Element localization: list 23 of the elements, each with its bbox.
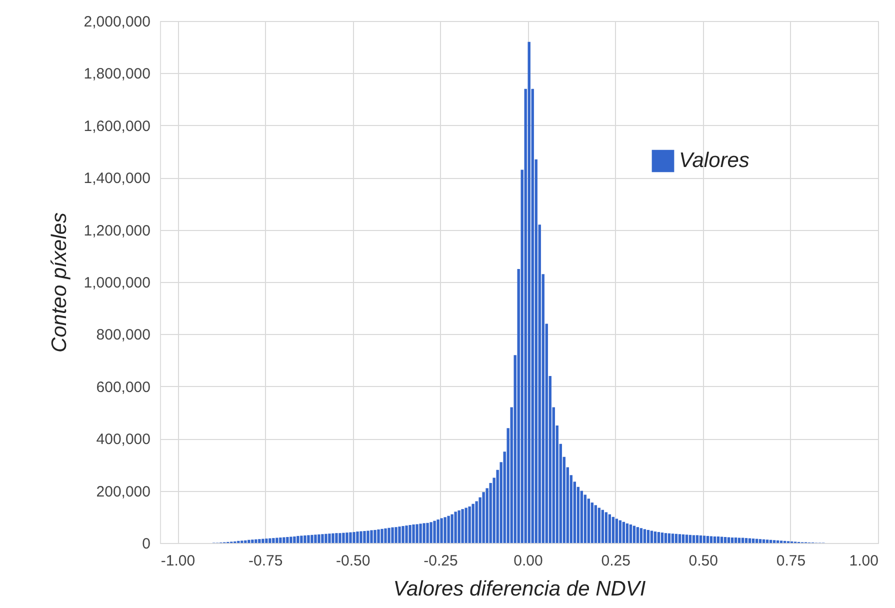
y-tick-label: 1,800,000 [84, 66, 150, 83]
x-tick-label: 0.00 [514, 552, 543, 570]
y-tick-label: 2,000,000 [84, 14, 150, 30]
x-tick-label: -1.00 [160, 552, 196, 570]
y-tick-label: 400,000 [96, 431, 150, 448]
legend-label: Valores [679, 149, 750, 172]
x-tick-label: 0.50 [688, 552, 718, 570]
y-tick-label: 0 [142, 536, 150, 552]
x-tick-label: 0.75 [776, 552, 806, 570]
x-tick-label: -0.75 [248, 552, 283, 570]
y-tick-label: 1,600,000 [84, 118, 150, 135]
x-axis-title: Valores diferencia de NDVI [393, 578, 646, 600]
y-axis-title: Conteo píxeles [48, 212, 71, 353]
x-tick-label: -0.25 [424, 552, 458, 570]
y-tick-label: 200,000 [96, 483, 150, 500]
x-tick-label: 1.00 [849, 552, 878, 570]
y-tick-label: 600,000 [96, 378, 150, 396]
y-tick-label: 1,200,000 [84, 222, 150, 240]
y-tick-label: 1,400,000 [84, 170, 150, 188]
x-tick-label: -0.50 [336, 552, 370, 570]
y-tick-label: 800,000 [96, 326, 150, 344]
x-tick-label: 0.25 [601, 552, 630, 570]
y-tick-label: 1,000,000 [84, 274, 150, 292]
